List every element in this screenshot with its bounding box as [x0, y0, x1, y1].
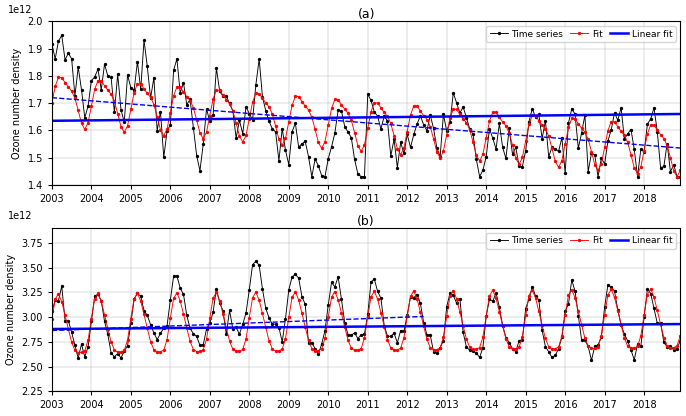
Time series [449, 90, 458, 95]
Fit [676, 333, 685, 338]
Text: 1e12: 1e12 [8, 211, 32, 221]
Linear fit [406, 114, 414, 119]
Linear fit [308, 116, 316, 121]
Fit [305, 338, 313, 343]
Fit [127, 316, 135, 321]
Linear fit [123, 326, 132, 331]
Linear fit [442, 114, 451, 119]
Time series [370, 109, 379, 114]
Linear fit [676, 322, 685, 327]
Fit [311, 127, 319, 132]
Fit [48, 317, 56, 322]
Time series [413, 121, 421, 126]
Time series [48, 41, 56, 46]
Linear fit [364, 324, 372, 329]
Time series [58, 33, 66, 38]
Fit [127, 107, 135, 112]
Linear fit [676, 111, 685, 116]
Time series [308, 174, 316, 179]
Y-axis label: Ozone number density: Ozone number density [12, 47, 22, 158]
Time series [410, 295, 418, 300]
Legend: Time series, Fit, Linear fit: Time series, Fit, Linear fit [486, 233, 676, 249]
Fit [410, 288, 418, 293]
Line: Time series: Time series [51, 35, 681, 178]
Time series [311, 346, 319, 351]
Line: Linear fit: Linear fit [52, 324, 681, 329]
Time series [305, 341, 313, 346]
Linear fit [301, 116, 309, 121]
Linear fit [48, 118, 56, 123]
Fit [446, 116, 454, 121]
Time series [305, 154, 313, 159]
Time series [446, 291, 454, 296]
Time series [314, 163, 322, 168]
Fit [48, 101, 56, 106]
Line: Fit: Fit [51, 77, 681, 178]
Fit [305, 107, 313, 112]
Y-axis label: Ozone number density: Ozone number density [5, 254, 16, 365]
Fit [410, 103, 418, 108]
Linear fit [48, 327, 56, 332]
Time series [127, 85, 135, 90]
Time series [676, 174, 685, 179]
Legend: Time series, Fit, Linear fit: Time series, Fit, Linear fit [486, 26, 676, 42]
Line: Time series: Time series [51, 260, 681, 361]
Time series [587, 358, 595, 363]
Time series [123, 343, 132, 348]
Title: (a): (a) [357, 8, 375, 21]
Fit [673, 174, 681, 179]
Time series [676, 338, 685, 343]
Linear fit [364, 115, 372, 120]
Linear fit [406, 324, 414, 329]
Linear fit [442, 323, 451, 328]
Fit [54, 75, 62, 80]
Fit [367, 294, 375, 299]
Line: Linear fit: Linear fit [52, 114, 681, 121]
Title: (b): (b) [357, 215, 375, 228]
Fit [74, 350, 82, 355]
Fit [367, 109, 375, 114]
Fit [676, 168, 685, 173]
Linear fit [123, 117, 132, 122]
Time series [252, 259, 260, 264]
Fit [446, 294, 454, 299]
Fit [647, 287, 655, 292]
Time series [48, 308, 56, 313]
Linear fit [301, 324, 309, 329]
Line: Fit: Fit [51, 288, 681, 354]
Fit [311, 348, 319, 353]
Text: 1e12: 1e12 [8, 5, 32, 15]
Linear fit [308, 324, 316, 329]
Time series [367, 280, 375, 285]
